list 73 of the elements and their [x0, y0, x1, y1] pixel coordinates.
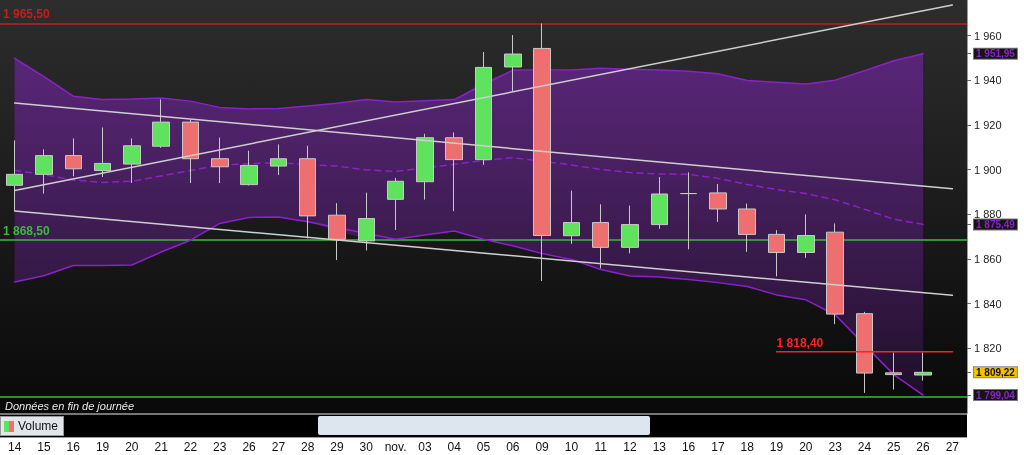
candlestick	[211, 137, 229, 184]
candlestick	[797, 213, 815, 259]
y-tick-label: 1 799,04	[976, 389, 1016, 401]
x-tick-label: 16	[66, 440, 81, 454]
y-tick-label: 1 875,49	[976, 218, 1016, 230]
candlestick	[768, 229, 785, 277]
x-tick-label: 06	[506, 440, 520, 454]
candlestick	[680, 171, 697, 250]
line-series	[13, 52, 924, 110]
y-tick-label: 1 820	[974, 342, 1002, 355]
ref-line-label: 1 965,50	[3, 7, 51, 22]
x-tick-label: 16	[681, 440, 696, 454]
x-tick-label: 18	[740, 440, 755, 454]
y-tick-label: 1 940	[974, 74, 1002, 87]
x-tick-label: 26	[916, 440, 931, 454]
candlestick	[270, 143, 287, 176]
annotation: Données en fin de journée	[5, 399, 135, 412]
x-tick-label: 10	[564, 440, 579, 454]
candlestick	[504, 34, 522, 92]
x-tick-label: 12	[623, 440, 638, 454]
candlestick	[914, 352, 932, 382]
x-tick-label: 23	[828, 440, 843, 454]
x-tick-label: 11	[594, 440, 608, 454]
x-tick-label: 28	[301, 440, 315, 454]
y-tick-label: 1 960	[974, 29, 1002, 42]
x-tick-label: 20	[125, 440, 139, 454]
line-series	[13, 216, 924, 396]
x-tick-label: 22	[183, 440, 198, 454]
y-tick-label: 1 951,95	[976, 48, 1016, 60]
x-tick-label: 03	[418, 440, 432, 454]
candlestick	[738, 203, 756, 253]
x-tick-label: 29	[330, 440, 344, 454]
x-tick-label: 20	[799, 440, 813, 454]
candlestick	[651, 176, 668, 230]
y-tick-label: 1 920	[974, 119, 1002, 132]
data-label: 1 818,40	[776, 335, 824, 350]
x-tick-label: 21	[154, 440, 169, 454]
candlestick	[240, 150, 258, 187]
x-tick-label: nov.	[384, 440, 407, 454]
candlestick	[709, 183, 727, 223]
candlestick	[387, 177, 404, 231]
x-tick-label: 09	[535, 440, 550, 454]
x-tick-label: 13	[652, 440, 667, 454]
x-tick-label: 14	[7, 440, 22, 454]
x-tick-label: 26	[242, 440, 257, 454]
candlestick	[885, 352, 902, 391]
x-tick-label: 23	[213, 440, 227, 454]
x-tick-label: 30	[359, 440, 374, 454]
label-tag: Volume	[0, 416, 65, 436]
x-tick-label: 15	[37, 440, 51, 454]
y-tick-label: 1 840	[974, 297, 1002, 310]
y-tick-label: 1 809,22	[976, 366, 1016, 378]
y-tick-label: 1 900	[974, 163, 1002, 176]
candlestick	[182, 119, 199, 184]
x-tick-label: 24	[857, 440, 872, 454]
x-tick-label: 17	[711, 440, 725, 454]
line-series	[13, 156, 924, 226]
candlestick	[563, 190, 580, 245]
candlestick	[94, 126, 111, 178]
x-tick-label: 25	[887, 440, 901, 454]
x-tick-label: 27	[945, 440, 960, 454]
candlestick	[123, 137, 141, 184]
candlestick	[856, 311, 873, 394]
y-tick-label: 1 860	[974, 252, 1002, 265]
x-tick-label: 05	[476, 440, 491, 454]
ref-line-label: 1 868,50	[3, 223, 51, 238]
x-tick-label: 19	[769, 440, 784, 454]
y-tick-label: 1 880	[974, 208, 1002, 221]
candlestick	[621, 205, 639, 254]
x-tick-label: 27	[271, 440, 286, 454]
candlestick	[65, 137, 82, 177]
x-tick-label: 04	[447, 440, 462, 454]
x-tick-label: 19	[95, 440, 110, 454]
